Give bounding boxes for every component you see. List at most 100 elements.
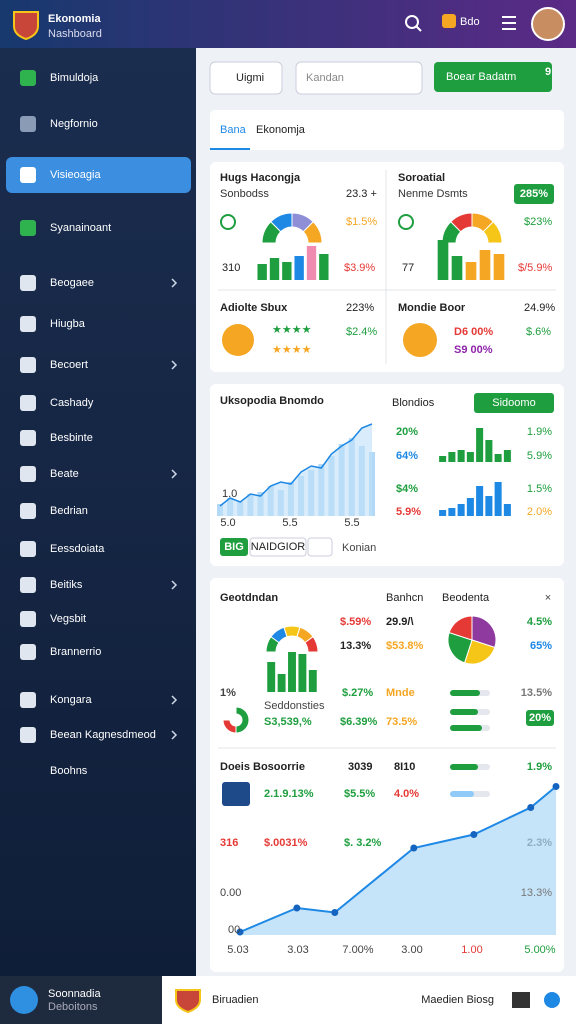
- chart-segment: [471, 615, 497, 649]
- point: [552, 783, 560, 790]
- label: $.0031%: [264, 837, 308, 849]
- menu-icon[interactable]: [502, 16, 516, 30]
- label: Deboitons: [48, 1001, 98, 1013]
- label: 13.3%: [340, 640, 371, 652]
- nav-item: Becoert: [50, 359, 88, 371]
- label: S3,539,%: [264, 716, 312, 728]
- button[interactable]: [474, 393, 554, 413]
- label: Sonbodss: [220, 188, 269, 200]
- nav-icon: [20, 116, 36, 132]
- tabs: [210, 110, 564, 150]
- bar: [448, 508, 456, 516]
- nav-icon: [20, 316, 36, 332]
- icon[interactable]: [544, 992, 560, 1008]
- chart-segment: [448, 615, 473, 641]
- progress-bar: [450, 725, 482, 731]
- label: 0.00: [220, 887, 241, 899]
- label: 285%: [520, 188, 548, 200]
- avatar: [10, 986, 38, 1014]
- label: 8I10: [394, 761, 415, 773]
- search-input[interactable]: [295, 61, 423, 95]
- button-label: NAIDGIOR: [251, 541, 305, 553]
- search-icon[interactable]: [405, 15, 419, 29]
- bar: [437, 240, 449, 280]
- label: 4.0%: [394, 788, 419, 800]
- label: 24.9%: [524, 302, 555, 314]
- label: $.6%: [526, 326, 551, 338]
- label: 65%: [530, 640, 552, 652]
- label: $5.5%: [344, 788, 375, 800]
- button[interactable]: [249, 537, 307, 557]
- label: $6.39%: [340, 716, 378, 728]
- label: $53.8%: [386, 640, 424, 652]
- logo: [175, 989, 201, 1014]
- label: 73.5%: [386, 716, 417, 728]
- label: 310: [222, 262, 240, 274]
- rating: ★★★★: [272, 344, 312, 356]
- chevron: [171, 730, 178, 740]
- bar: [465, 262, 477, 280]
- nav-item: Brannerrio: [50, 646, 101, 658]
- nav-item: Boohns: [50, 765, 88, 777]
- nav-icon: [20, 503, 36, 519]
- bar: [288, 652, 296, 692]
- bar: [277, 674, 286, 692]
- button-label: Boear Badatm: [446, 71, 516, 83]
- input-placeholder: Kandan: [306, 72, 344, 84]
- button[interactable]: [209, 61, 283, 95]
- label: 2.1.9.13%: [264, 788, 314, 800]
- label: 20%: [529, 712, 551, 724]
- axis-label: 3.03: [287, 944, 308, 956]
- nav-item: Beean Kagnesdmeod: [50, 729, 156, 741]
- label: Doeis Bosoorrie: [220, 761, 305, 773]
- link: Konian: [342, 542, 376, 554]
- nav-item: Kongara: [50, 694, 92, 706]
- label: Banhcn: [386, 592, 423, 604]
- dropdown[interactable]: [307, 537, 333, 557]
- bar: [485, 440, 493, 462]
- label: Mondie Boor: [398, 302, 466, 314]
- label: Hugs Hacongja: [220, 172, 301, 184]
- label: 1.9%: [527, 761, 552, 773]
- nav-item: Beogaee: [50, 277, 94, 289]
- button[interactable]: [220, 538, 248, 556]
- active-item[interactable]: [6, 157, 191, 193]
- label: $2.4%: [346, 326, 377, 338]
- action-button[interactable]: [434, 62, 552, 92]
- nav-item: Hiugba: [50, 318, 86, 330]
- logo: [13, 11, 39, 41]
- label: D6 00%: [454, 326, 493, 338]
- label: S9 00%: [454, 344, 493, 356]
- nav-icon: [20, 727, 36, 743]
- label: 1.5%: [527, 483, 552, 495]
- progress-bar: [450, 791, 474, 797]
- badge: [526, 710, 554, 726]
- label: 20%: [396, 426, 418, 438]
- chart-segment: [447, 631, 473, 664]
- axis-label: 1.00: [461, 944, 482, 956]
- label: 64%: [396, 450, 418, 462]
- bar: [476, 428, 484, 462]
- bar: [267, 662, 276, 692]
- point: [410, 844, 418, 852]
- bar: [476, 486, 484, 516]
- nav-icon: [20, 644, 36, 660]
- avatar[interactable]: [531, 7, 565, 41]
- nav-icon: [20, 611, 36, 627]
- icon: [222, 324, 254, 356]
- badge-icon[interactable]: [442, 14, 456, 28]
- link: Maedien Biosg: [421, 994, 494, 1006]
- label: 13.5%: [521, 687, 552, 699]
- grid-icon[interactable]: [512, 992, 530, 1008]
- bar: [294, 256, 304, 280]
- nav-item: Negfornio: [50, 118, 98, 130]
- icon: [398, 214, 414, 230]
- chevron: [171, 695, 178, 705]
- app-subtitle: Nashboard: [48, 28, 102, 40]
- label: Blondios: [392, 397, 435, 409]
- label: 1%: [220, 687, 236, 699]
- nav-item: Eessdoiata: [50, 543, 105, 555]
- icon: [220, 214, 236, 230]
- chevron: [171, 580, 178, 590]
